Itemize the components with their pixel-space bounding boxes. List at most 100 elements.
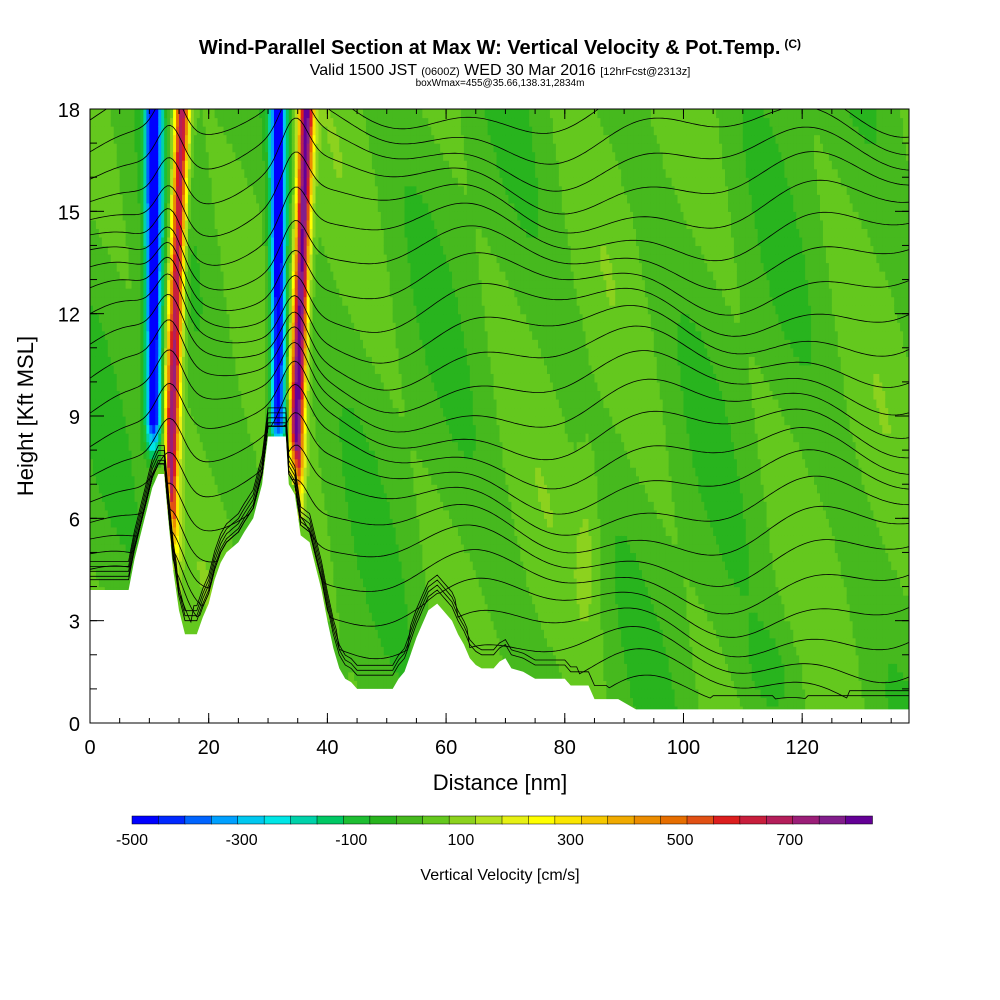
velocity-cell — [104, 185, 109, 195]
velocity-cell — [125, 518, 130, 528]
velocity-cell — [202, 219, 207, 229]
velocity-cell — [110, 484, 115, 494]
velocity-cell — [143, 236, 147, 247]
velocity-cell — [223, 296, 228, 306]
velocity-cell — [244, 467, 248, 477]
velocity-cell — [116, 219, 121, 229]
velocity-cell — [128, 407, 133, 417]
velocity-cell — [187, 313, 192, 323]
velocity-cell — [140, 475, 145, 485]
velocity-cell — [232, 305, 236, 315]
velocity-cell — [268, 126, 272, 136]
velocity-cell — [259, 134, 263, 144]
velocity-cell — [158, 305, 162, 315]
velocity-cell — [131, 262, 136, 272]
velocity-cell — [173, 134, 177, 144]
velocity-cell — [128, 569, 133, 579]
velocity-cell — [107, 160, 112, 170]
velocity-cell — [170, 518, 174, 528]
velocity-cell — [244, 151, 248, 161]
velocity-cell — [107, 475, 112, 485]
velocity-cell — [167, 143, 171, 153]
velocity-cell — [259, 467, 263, 477]
velocity-cell — [122, 578, 127, 588]
velocity-cell — [98, 322, 103, 332]
velocity-cell — [217, 245, 222, 255]
velocity-cell — [113, 253, 118, 264]
velocity-cell — [179, 339, 183, 349]
velocity-cell — [208, 160, 213, 170]
velocity-cell — [211, 160, 216, 170]
velocity-cell — [176, 441, 180, 451]
velocity-cell — [113, 279, 118, 289]
velocity-cell — [179, 313, 183, 323]
velocity-cell — [282, 117, 287, 127]
velocity-cell — [122, 467, 127, 477]
velocity-cell — [199, 245, 204, 255]
velocity-cell — [205, 586, 210, 596]
velocity-cell — [247, 296, 251, 306]
velocity-cell — [271, 262, 275, 272]
velocity-cell — [241, 416, 245, 426]
velocity-cell — [170, 202, 174, 212]
velocity-cell — [113, 433, 118, 443]
velocity-cell — [95, 501, 100, 511]
velocity-cell — [250, 381, 254, 392]
velocity-cell — [244, 313, 248, 323]
velocity-cell — [131, 381, 136, 392]
velocity-cell — [98, 313, 103, 323]
velocity-cell — [107, 134, 112, 144]
velocity-cell — [122, 236, 127, 247]
velocity-cell — [211, 117, 216, 127]
velocity-cell — [122, 279, 127, 289]
velocity-cell — [223, 330, 228, 340]
velocity-cell — [193, 458, 198, 468]
velocity-cell — [205, 441, 210, 451]
velocity-cell — [190, 296, 195, 306]
velocity-cell — [276, 339, 281, 349]
velocity-cell — [190, 364, 195, 374]
velocity-cell — [220, 416, 225, 426]
velocity-cell — [241, 202, 245, 212]
velocity-cell — [184, 330, 189, 340]
velocity-cell — [131, 219, 136, 229]
velocity-cell — [176, 467, 180, 477]
velocity-cell — [244, 160, 248, 170]
velocity-cell — [250, 126, 254, 136]
velocity-cell — [116, 109, 121, 119]
velocity-cell — [161, 407, 165, 417]
velocity-cell — [131, 305, 136, 315]
velocity-cell — [288, 211, 293, 221]
velocity-cell — [110, 501, 115, 511]
velocity-cell — [184, 433, 189, 443]
velocity-cell — [232, 279, 236, 289]
velocity-cell — [164, 356, 168, 366]
velocity-cell — [190, 253, 195, 264]
velocity-cell — [187, 441, 192, 451]
velocity-cell — [179, 109, 183, 119]
velocity-cell — [131, 143, 136, 153]
velocity-cell — [241, 390, 245, 400]
velocity-cell — [226, 535, 231, 545]
velocity-cell — [173, 433, 177, 443]
velocity-cell — [110, 390, 115, 400]
velocity-cell — [190, 373, 195, 383]
velocity-cell — [149, 364, 153, 374]
velocity-cell — [125, 305, 130, 315]
velocity-cell — [241, 211, 245, 221]
velocity-cell — [285, 424, 290, 434]
velocity-cell — [170, 262, 174, 272]
velocity-cell — [125, 381, 130, 392]
velocity-cell — [119, 160, 124, 170]
velocity-cell — [170, 279, 174, 289]
velocity-cell — [256, 313, 260, 323]
velocity-cell — [262, 416, 266, 426]
velocity-cell — [285, 126, 290, 136]
velocity-cell — [90, 347, 94, 357]
velocity-cell — [214, 151, 219, 161]
velocity-cell — [170, 330, 174, 340]
velocity-cell — [288, 271, 293, 281]
velocity-cell — [247, 381, 251, 392]
velocity-cell — [116, 552, 121, 562]
velocity-cell — [184, 271, 189, 281]
